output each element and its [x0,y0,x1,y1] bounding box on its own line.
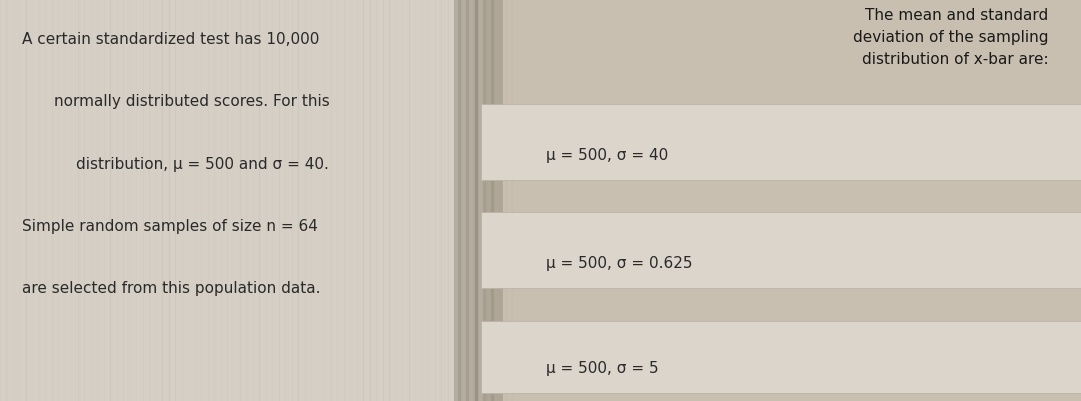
FancyBboxPatch shape [481,104,1081,180]
Text: are selected from this population data.: are selected from this population data. [22,281,320,296]
Text: distribution, μ = 500 and σ = 40.: distribution, μ = 500 and σ = 40. [76,156,329,171]
Text: μ = 500, σ = 5: μ = 500, σ = 5 [546,360,658,375]
Text: The mean and standard
deviation of the sampling
distribution of x-bar are:: The mean and standard deviation of the s… [853,8,1049,67]
FancyBboxPatch shape [454,0,503,401]
Text: normally distributed scores. For this: normally distributed scores. For this [54,94,330,109]
FancyBboxPatch shape [0,0,486,401]
FancyBboxPatch shape [481,213,1081,289]
Text: μ = 500, σ = 40: μ = 500, σ = 40 [546,148,668,162]
FancyBboxPatch shape [481,321,1081,393]
Text: μ = 500, σ = 0.625: μ = 500, σ = 0.625 [546,256,693,271]
Text: Simple random samples of size n = 64: Simple random samples of size n = 64 [22,219,318,233]
Text: A certain standardized test has 10,000: A certain standardized test has 10,000 [22,32,319,47]
